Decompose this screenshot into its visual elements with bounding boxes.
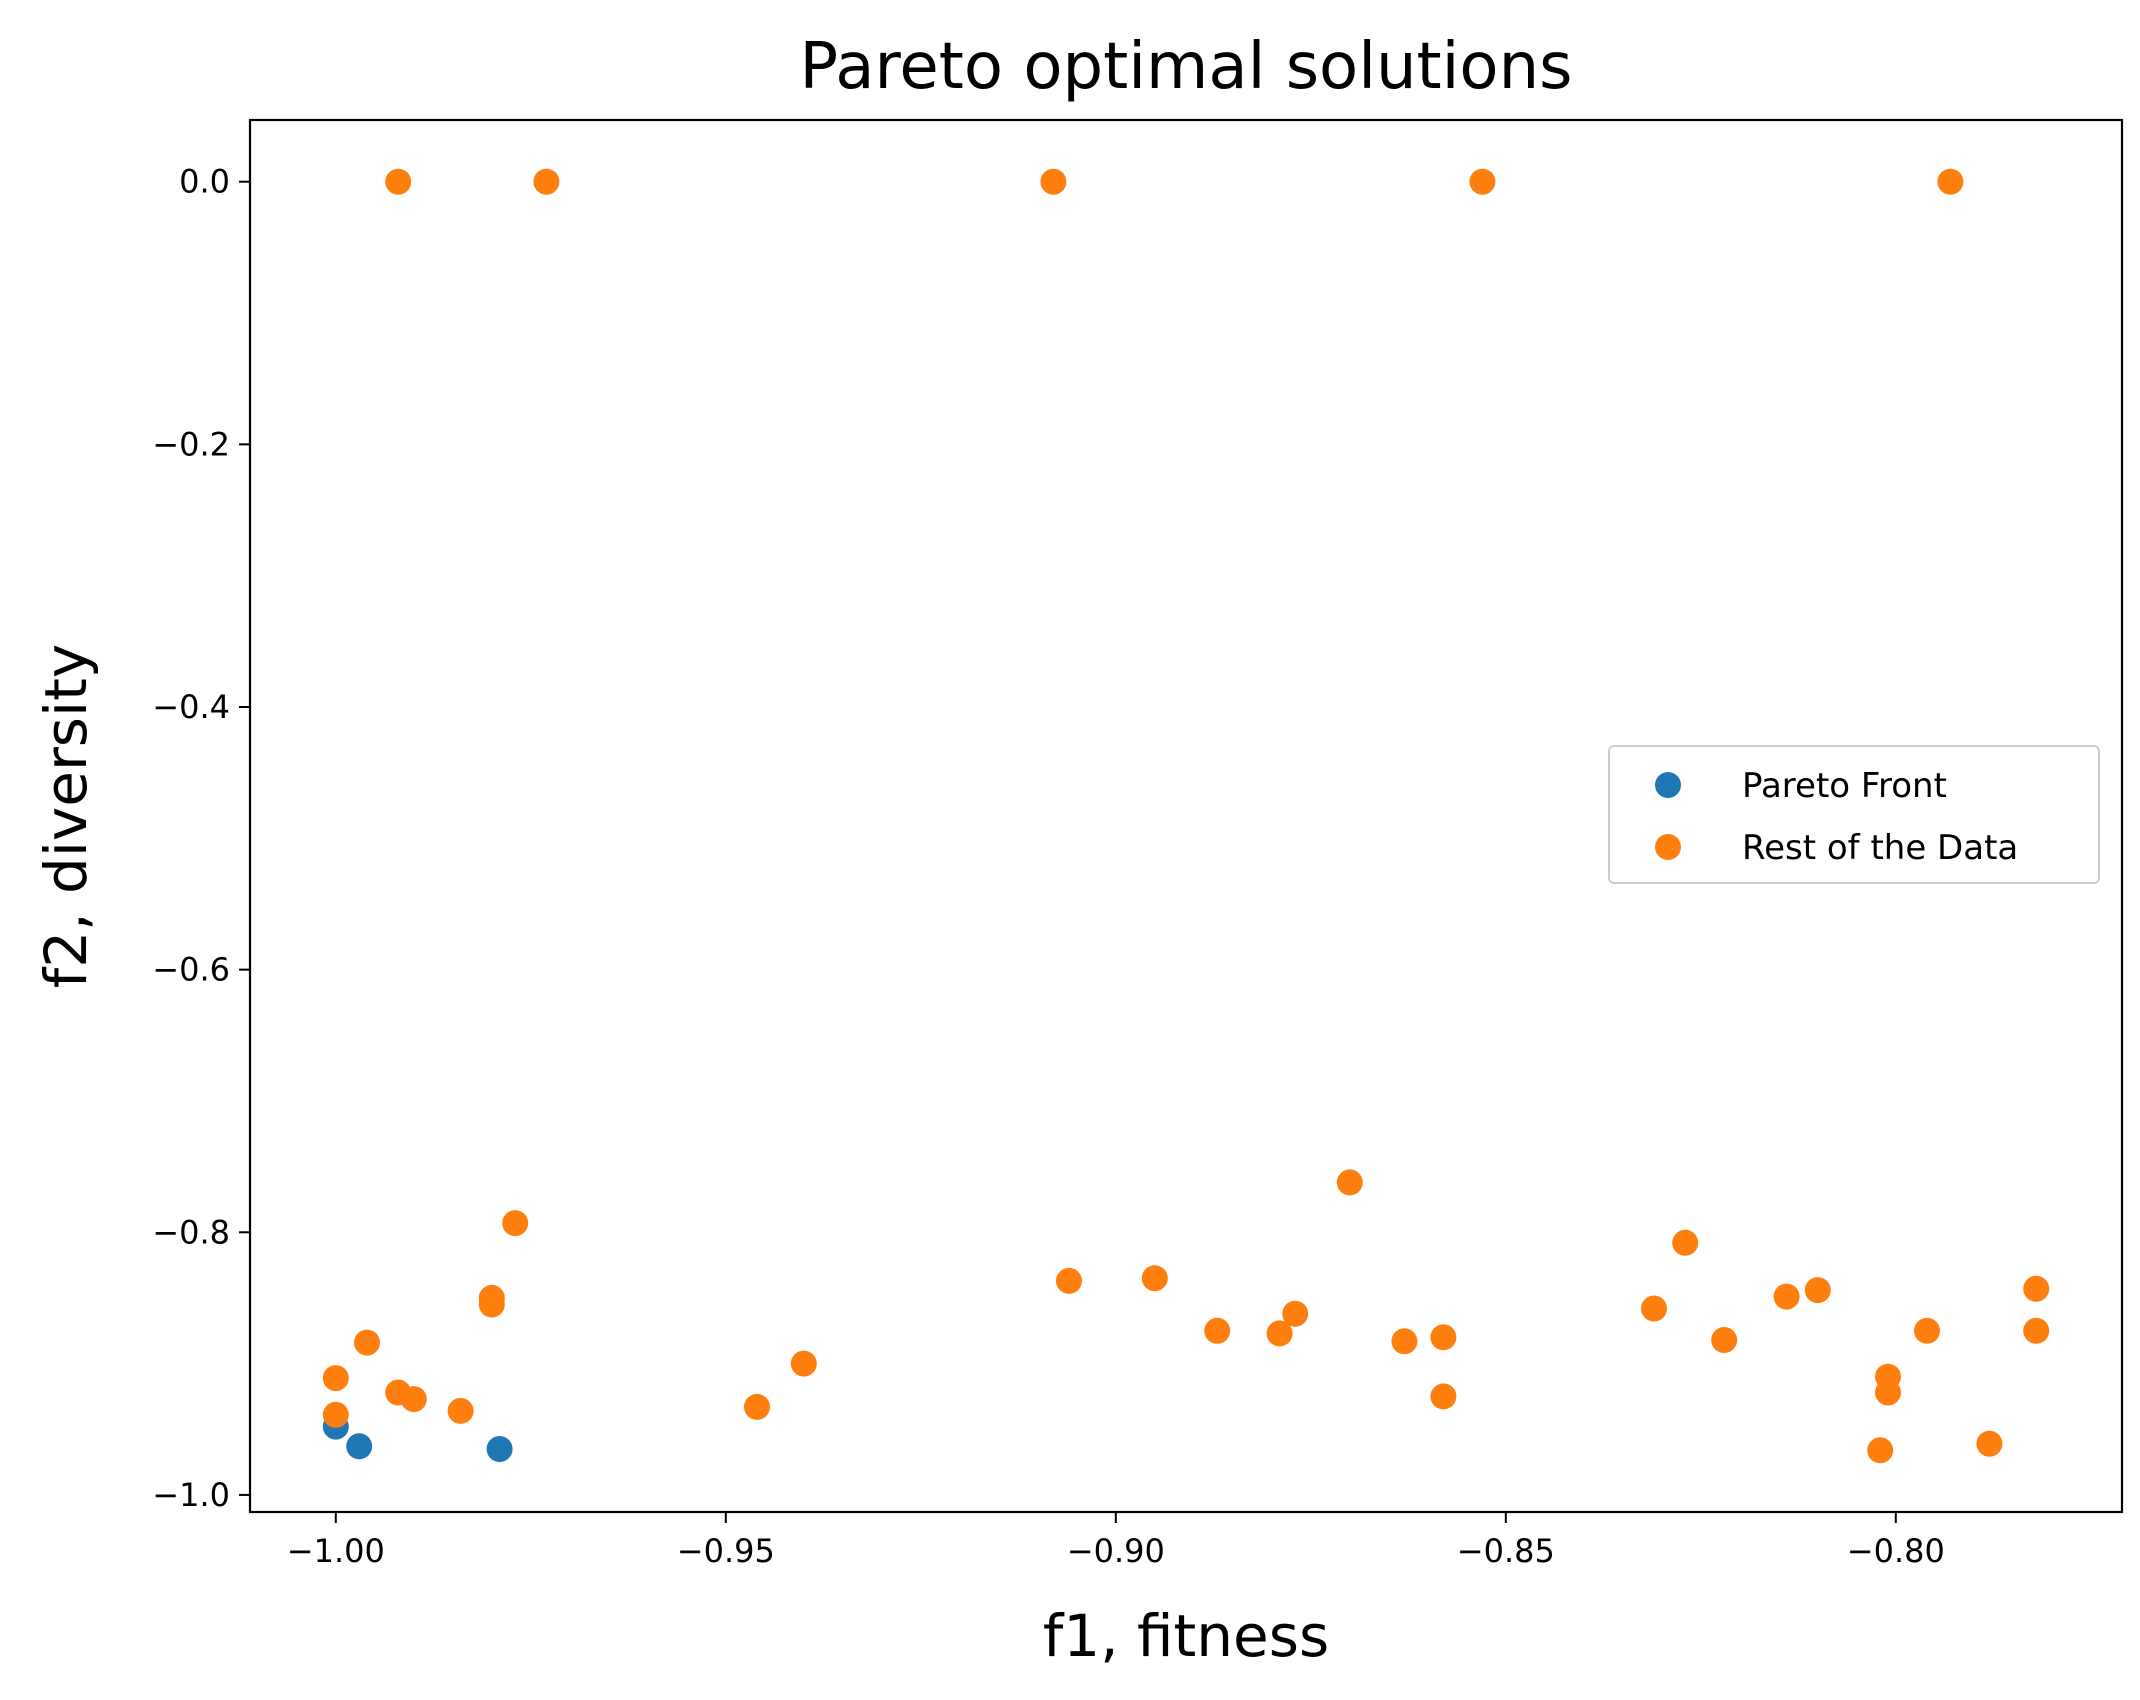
y-tick-label: −0.8 bbox=[152, 1213, 230, 1251]
x-tick-label: −0.90 bbox=[1067, 1532, 1165, 1570]
point-rest-of-the-data-19 bbox=[1266, 1320, 1293, 1347]
point-rest-of-the-data-7 bbox=[354, 1329, 380, 1356]
x-tick-label: −0.95 bbox=[677, 1532, 775, 1570]
point-rest-of-the-data-14 bbox=[744, 1393, 770, 1420]
point-rest-of-the-data-10 bbox=[447, 1397, 474, 1424]
ticks-layer: −1.00 −0.95 −0.90 −0.85 −0.80 0.0 −0.2 −0.4 −0.6… bbox=[152, 163, 1945, 1570]
legend-box bbox=[1608, 745, 2100, 884]
x-tick-label: −0.85 bbox=[1457, 1532, 1555, 1570]
plot-frame bbox=[248, 118, 2124, 1514]
point-rest-of-the-data-20 bbox=[1282, 1300, 1309, 1327]
y-axis-label: f2, diversity bbox=[32, 644, 100, 988]
point-rest-of-the-data-15 bbox=[790, 1350, 817, 1377]
legend-marker-pareto-front bbox=[1655, 772, 1681, 798]
point-rest-of-the-data-18 bbox=[1204, 1317, 1231, 1344]
point-rest-of-the-data-16 bbox=[1056, 1267, 1082, 1294]
legend-marker-rest-of-data bbox=[1655, 834, 1681, 860]
point-rest-of-the-data-27 bbox=[1711, 1327, 1738, 1353]
y-tick-label: −1.0 bbox=[152, 1476, 230, 1514]
point-rest-of-the-data-35 bbox=[2023, 1317, 2050, 1344]
point-rest-of-the-data-13 bbox=[502, 1210, 529, 1237]
point-rest-of-the-data-24 bbox=[1430, 1383, 1457, 1410]
point-rest-of-the-data-17 bbox=[1141, 1265, 1168, 1292]
point-rest-of-the-data-0 bbox=[385, 168, 412, 195]
point-pareto-front-2 bbox=[486, 1436, 513, 1462]
point-rest-of-the-data-25 bbox=[1641, 1295, 1667, 1322]
point-rest-of-the-data-1 bbox=[533, 168, 560, 195]
point-rest-of-the-data-30 bbox=[1867, 1437, 1894, 1464]
x-tick-label: −0.80 bbox=[1847, 1532, 1945, 1570]
point-rest-of-the-data-28 bbox=[1773, 1283, 1800, 1310]
legend: Pareto Front Rest of the Data bbox=[1608, 745, 2100, 884]
x-tick-label: −1.00 bbox=[287, 1532, 385, 1570]
marks-layer bbox=[322, 168, 2050, 1464]
point-rest-of-the-data-29 bbox=[1804, 1277, 1831, 1304]
legend-label-rest-of-data: Rest of the Data bbox=[1742, 828, 2018, 868]
y-tick-label: 0.0 bbox=[179, 163, 230, 201]
point-rest-of-the-data-33 bbox=[1914, 1317, 1940, 1344]
point-rest-of-the-data-23 bbox=[1430, 1324, 1457, 1351]
point-rest-of-the-data-32 bbox=[1875, 1379, 1901, 1406]
y-tick-label: −0.6 bbox=[152, 951, 230, 989]
point-rest-of-the-data-2 bbox=[1040, 168, 1067, 195]
point-pareto-front-1 bbox=[346, 1433, 373, 1460]
point-rest-of-the-data-12 bbox=[478, 1291, 505, 1318]
point-rest-of-the-data-4 bbox=[1937, 168, 1964, 195]
chart-title: Pareto optimal solutions bbox=[800, 30, 1573, 104]
legend-label-pareto-front: Pareto Front bbox=[1742, 766, 1947, 806]
point-rest-of-the-data-3 bbox=[1469, 168, 1496, 195]
x-axis-label: f1, fitness bbox=[1043, 1602, 1329, 1670]
point-rest-of-the-data-26 bbox=[1672, 1229, 1699, 1256]
point-rest-of-the-data-9 bbox=[400, 1386, 427, 1413]
y-tick-label: −0.2 bbox=[152, 425, 230, 463]
point-rest-of-the-data-5 bbox=[322, 1365, 349, 1392]
point-rest-of-the-data-6 bbox=[322, 1401, 349, 1428]
point-rest-of-the-data-22 bbox=[1391, 1328, 1418, 1355]
point-rest-of-the-data-21 bbox=[1336, 1169, 1363, 1196]
y-tick-label: −0.4 bbox=[152, 688, 230, 726]
point-rest-of-the-data-36 bbox=[2023, 1275, 2050, 1302]
point-rest-of-the-data-34 bbox=[1976, 1430, 2003, 1457]
